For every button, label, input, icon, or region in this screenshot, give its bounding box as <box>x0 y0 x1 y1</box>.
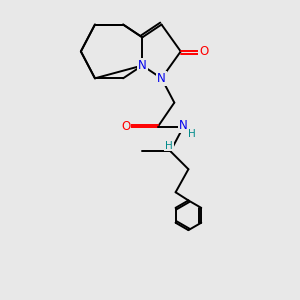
Text: N: N <box>157 72 166 85</box>
Text: N: N <box>138 59 147 72</box>
Text: H: H <box>188 129 196 139</box>
Text: H: H <box>165 141 173 151</box>
Text: N: N <box>179 119 188 132</box>
Text: O: O <box>199 45 208 58</box>
Text: O: O <box>121 121 130 134</box>
